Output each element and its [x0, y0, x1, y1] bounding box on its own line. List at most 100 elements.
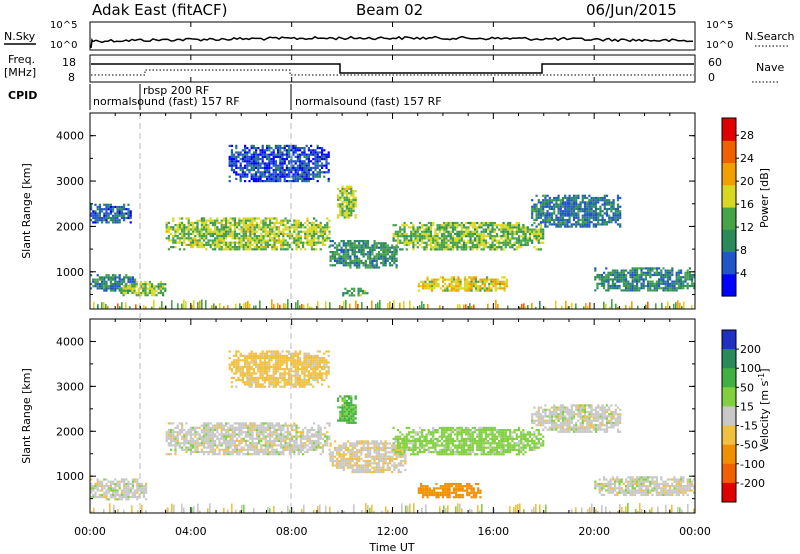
data-cell [313, 230, 316, 233]
data-cell [133, 289, 136, 292]
data-cell [430, 287, 434, 290]
data-cell [134, 280, 137, 283]
data-cell [671, 273, 674, 277]
data-cell [291, 224, 294, 227]
data-cell [535, 214, 538, 217]
data-cell [418, 243, 422, 247]
data-cell [288, 162, 291, 165]
data-cell [614, 273, 617, 277]
data-cell [142, 289, 145, 292]
data-cell [255, 160, 258, 163]
data-cell [561, 218, 565, 222]
data-cell [285, 166, 288, 169]
data-cell [258, 235, 261, 238]
data-cell [537, 207, 540, 211]
data-cell [249, 433, 252, 436]
data-cell [242, 219, 245, 222]
data-cell [566, 223, 569, 226]
data-cell [216, 219, 219, 222]
data-cell [244, 173, 247, 176]
data-cell [336, 251, 339, 254]
data-cell [583, 201, 587, 204]
data-cell [247, 435, 250, 438]
data-cell [592, 203, 595, 206]
data-cell [352, 201, 355, 204]
data-cell [247, 219, 250, 222]
data-cell [327, 171, 330, 174]
data-cell [209, 235, 212, 238]
data-cell [664, 284, 667, 288]
data-cell [594, 225, 598, 228]
data-cell [159, 285, 162, 288]
data-cell [590, 205, 593, 208]
data-cell [255, 173, 258, 176]
data-cell [273, 437, 276, 440]
data-cell [170, 453, 173, 456]
colorbar-tick-label: 20 [740, 175, 754, 188]
data-cell [326, 239, 329, 242]
data-cell [321, 450, 324, 454]
data-cell [218, 248, 221, 251]
data-cell [313, 422, 316, 425]
data-cell [345, 190, 348, 193]
data-cell [146, 283, 149, 286]
data-cell [240, 226, 243, 229]
data-cell [269, 237, 272, 240]
data-cell [203, 453, 206, 456]
data-cell [412, 235, 415, 238]
data-cell [348, 198, 351, 201]
data-cell [568, 212, 571, 215]
data-cell [264, 431, 267, 434]
data-cell [227, 219, 230, 222]
data-cell [336, 462, 339, 465]
data-cell [586, 214, 589, 217]
data-cell [246, 158, 249, 161]
data-cell [198, 232, 201, 235]
data-cell [205, 224, 208, 227]
data-cell [209, 433, 212, 436]
data-cell [165, 226, 168, 229]
data-cell [275, 422, 278, 425]
data-cell [316, 160, 319, 163]
data-cell [424, 280, 427, 283]
data-cell [548, 214, 551, 217]
data-cell [452, 278, 456, 281]
data-cell [302, 453, 305, 456]
data-cell [326, 221, 329, 224]
data-cell [480, 241, 483, 244]
data-cell [249, 248, 252, 251]
data-cell [249, 219, 252, 222]
data-cell [185, 301, 187, 309]
data-cell [297, 448, 300, 451]
data-cell [394, 224, 397, 227]
data-cell [448, 289, 451, 292]
data-cell [280, 219, 283, 222]
data-cell [568, 207, 571, 211]
data-cell [196, 431, 199, 434]
data-cell [218, 228, 221, 231]
data-cell [386, 246, 389, 249]
data-cell [427, 237, 430, 240]
data-cell [364, 292, 367, 295]
data-cell [271, 448, 274, 451]
data-cell [666, 284, 669, 288]
data-cell [333, 257, 337, 260]
data-cell [611, 287, 614, 290]
data-cell [296, 171, 299, 174]
data-cell [341, 203, 344, 206]
data-cell [537, 228, 540, 231]
data-cell [198, 219, 201, 222]
data-cell [515, 230, 518, 233]
data-cell [607, 287, 610, 290]
data-cell [266, 433, 269, 436]
data-cell [127, 485, 130, 488]
data-cell [407, 241, 411, 244]
data-cell [250, 155, 253, 158]
data-cell [509, 228, 512, 231]
data-cell [263, 175, 266, 178]
data-cell [423, 224, 426, 227]
data-cell [553, 205, 556, 208]
data-cell [467, 241, 470, 244]
data-cell [167, 437, 170, 440]
